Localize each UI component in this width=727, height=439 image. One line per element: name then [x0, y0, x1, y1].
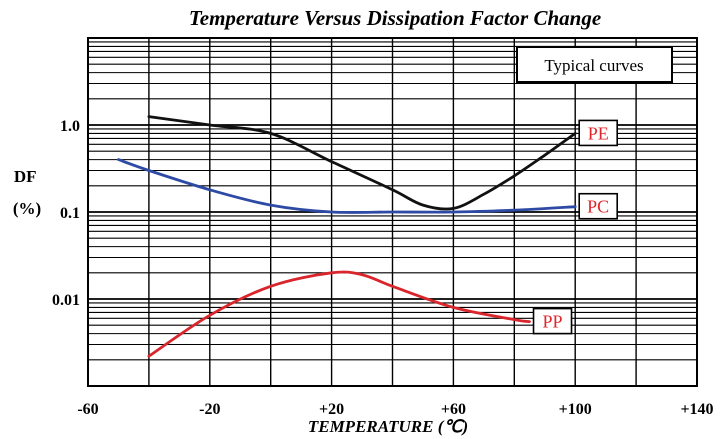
x-tick-label: -60 [77, 401, 98, 418]
series-label-box-pp [532, 307, 573, 335]
x-tick-label: -20 [199, 401, 220, 418]
x-tick-label: +100 [559, 401, 592, 418]
y-axis-ticks: 1.0 0.1 0.01 [52, 118, 80, 309]
typical-curves-frame [516, 46, 673, 83]
series-line-pp [147, 270, 531, 358]
series-line-pe [147, 115, 577, 211]
y-axis-label: DF (%) [13, 167, 41, 218]
x-axis-ticks: -60 -20 +20 +60 +100 +140 [77, 401, 713, 418]
plot-frame [87, 37, 698, 387]
series-label-box-pc [578, 192, 619, 220]
series-label-text-pp: PP [543, 312, 563, 332]
series-label-pp: PP [532, 307, 573, 335]
typical-curves-text: Typical curves [544, 56, 643, 75]
y-tick-label: 1.0 [60, 118, 80, 135]
series-label-text-pe: PE [588, 123, 609, 143]
x-axis-label: TEMPERATURE (℃) [308, 417, 468, 436]
x-tick-label: +140 [680, 401, 713, 418]
series-layer: PE PC PP [117, 115, 619, 358]
x-tick-label: +60 [441, 401, 466, 418]
chart-title: Temperature Versus Dissipation Factor Ch… [189, 6, 601, 30]
y-tick-label: 0.01 [52, 292, 80, 309]
series-line-pc [117, 158, 577, 214]
typical-curves-box: Typical curves [516, 46, 673, 83]
series-label-pc: PC [578, 192, 619, 220]
series-label-text-pc: PC [587, 197, 609, 217]
series-label-box-pe [578, 119, 619, 147]
y-axis-label-line-1: DF [14, 167, 36, 186]
x-tick-label: +20 [319, 401, 344, 418]
y-tick-label: 0.1 [60, 205, 80, 222]
y-axis-label-line-2: (%) [13, 199, 41, 218]
series-label-pe: PE [578, 119, 619, 147]
